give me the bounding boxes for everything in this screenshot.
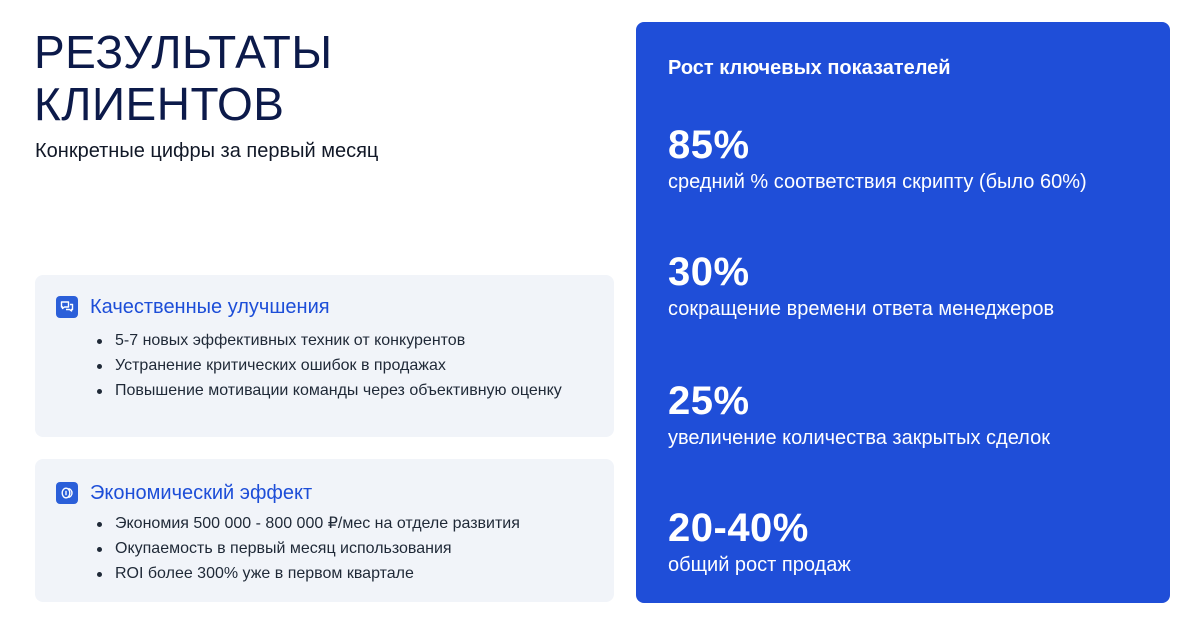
card-title: Качественные улучшения	[90, 296, 330, 318]
metric-value: 85%	[668, 123, 750, 167]
list-item: Окупаемость в первый месяц использования	[97, 539, 595, 559]
panel-title: Рост ключевых показателей	[668, 57, 951, 79]
list-item: 5-7 новых эффективных техник от конкурен…	[97, 331, 595, 351]
economic-list: Экономия 500 000 - 800 000 ₽/мес на отде…	[97, 514, 595, 589]
list-item: Повышение мотивации команды через объект…	[97, 381, 595, 401]
metric-closed-deals: 25% увеличение количества закрытых сдело…	[668, 379, 1158, 450]
metric-value: 30%	[668, 250, 750, 294]
list-item: Экономия 500 000 - 800 000 ₽/мес на отде…	[97, 514, 595, 534]
metric-label: средний % соответствия скрипту (было 60%…	[668, 171, 1087, 193]
coins-icon	[56, 482, 78, 504]
improvements-list: 5-7 новых эффективных техник от конкурен…	[97, 331, 595, 401]
metric-label: сокращение времени ответа менеджеров	[668, 298, 1055, 320]
card-header: Экономический эффект	[56, 481, 312, 505]
key-metrics-panel: Рост ключевых показателей 85% средний % …	[636, 22, 1170, 603]
page-title: РЕЗУЛЬТАТЫ КЛИЕНТОВ	[34, 26, 333, 130]
metric-value: 20-40%	[668, 506, 809, 550]
metric-value: 25%	[668, 379, 750, 423]
metric-label: общий рост продаж	[668, 554, 851, 576]
economic-effect-card: Экономический эффект Экономия 500 000 - …	[35, 459, 614, 602]
card-header: Качественные улучшения	[56, 295, 330, 319]
metric-script-compliance: 85% средний % соответствия скрипту (было…	[668, 123, 1158, 194]
list-item: ROI более 300% уже в первом квартале	[97, 564, 595, 584]
page-subtitle: Конкретные цифры за первый месяц	[35, 140, 379, 162]
list-item: Устранение критических ошибок в продажах	[97, 356, 595, 376]
metric-response-time: 30% сокращение времени ответа менеджеров	[668, 250, 1158, 321]
metric-sales-growth: 20-40% общий рост продаж	[668, 506, 1158, 577]
qualitative-improvements-card: Качественные улучшения 5-7 новых эффекти…	[35, 275, 614, 437]
card-title: Экономический эффект	[90, 482, 313, 504]
metric-label: увеличение количества закрытых сделок	[668, 427, 1050, 449]
chat-bubbles-icon	[56, 296, 78, 318]
